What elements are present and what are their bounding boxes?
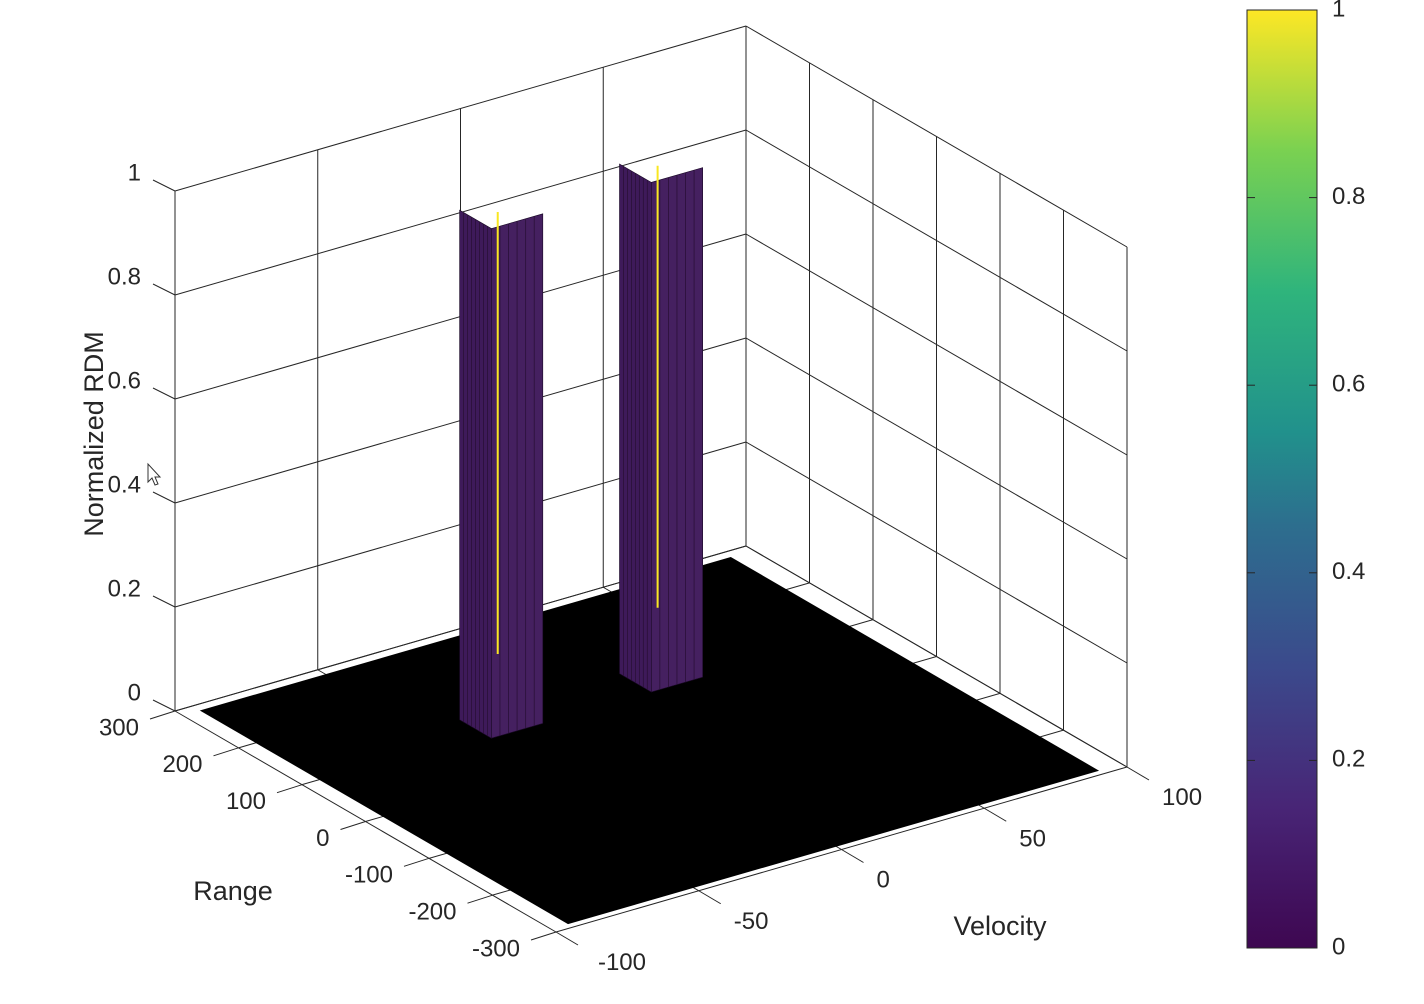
- x-tick-label: 100: [1162, 784, 1202, 811]
- x-axis-label: Velocity: [953, 911, 1047, 941]
- x-tick-mark: [1126, 766, 1150, 781]
- x-tick-label: 0: [877, 867, 890, 894]
- y-tick-label: -300: [472, 935, 520, 962]
- z-tick-mark: [152, 179, 176, 192]
- colorbar-tick-label: 0: [1332, 933, 1345, 960]
- axis-ticks: 0 0.2 0.4 0.6 0.8 1 -300 -200 -100 0 100 200 300 -100…: [99, 159, 1202, 976]
- y-tick-mark: [403, 857, 430, 867]
- colorbar-tick-label: 0.4: [1332, 558, 1365, 585]
- y-tick-mark: [213, 747, 239, 757]
- y-tick-mark: [276, 784, 303, 794]
- x-tick-label: -100: [598, 949, 646, 976]
- y-tick-label: 300: [99, 714, 139, 741]
- x-tick-label: -50: [734, 908, 769, 935]
- z-tick-label: 0.6: [108, 367, 141, 394]
- surface-peak: [619, 163, 704, 693]
- surface-peaks: [459, 163, 704, 739]
- z-tick-label: 0.4: [108, 471, 141, 498]
- colorbar-ticks: 0 0.2 0.4 0.6 0.8 1: [1247, 0, 1365, 960]
- colorbar-tick-label: 1: [1332, 0, 1345, 22]
- x-tick-mark: [698, 890, 722, 905]
- z-tick-label: 0.2: [108, 575, 141, 602]
- surface-floor: [199, 557, 1100, 925]
- y-tick-label: 200: [162, 751, 202, 778]
- z-tick-mark: [152, 595, 176, 608]
- z-tick-label: 0.8: [108, 263, 141, 290]
- y-tick-label: -100: [345, 862, 393, 889]
- z-tick-mark: [152, 699, 176, 712]
- y-axis-label: Range: [193, 876, 273, 906]
- y-tick-label: 0: [316, 825, 329, 852]
- y-tick-label: 100: [226, 788, 266, 815]
- y-tick-mark: [467, 894, 493, 904]
- colorbar-tick-label: 0.2: [1332, 746, 1365, 773]
- z-tick-label: 1: [128, 159, 141, 186]
- surface-peak: [459, 209, 544, 739]
- colorbar: 0 0.2 0.4 0.6 0.8 1: [1246, 0, 1365, 960]
- y-tick-mark: [149, 710, 176, 720]
- z-axis-label: Normalized RDM: [79, 331, 109, 537]
- x-tick-mark: [983, 807, 1007, 822]
- z-tick-mark: [152, 283, 176, 296]
- mouse-cursor-icon: [147, 462, 162, 486]
- y-tick-mark: [530, 931, 557, 941]
- y-tick-label: -200: [408, 899, 456, 926]
- x-tick-label: 50: [1019, 825, 1046, 852]
- y-tick-mark: [340, 821, 366, 830]
- surface-floor-patch: [199, 557, 1100, 925]
- colorbar-tick-label: 0.6: [1332, 371, 1365, 398]
- x-tick-mark: [841, 849, 864, 863]
- z-tick-label: 0: [128, 679, 141, 706]
- colorbar-tick-label: 0.8: [1332, 183, 1365, 210]
- z-tick-mark: [152, 491, 176, 504]
- z-tick-mark: [152, 387, 176, 400]
- colorbar-gradient: [1246, 9, 1318, 949]
- x-tick-mark: [555, 931, 579, 946]
